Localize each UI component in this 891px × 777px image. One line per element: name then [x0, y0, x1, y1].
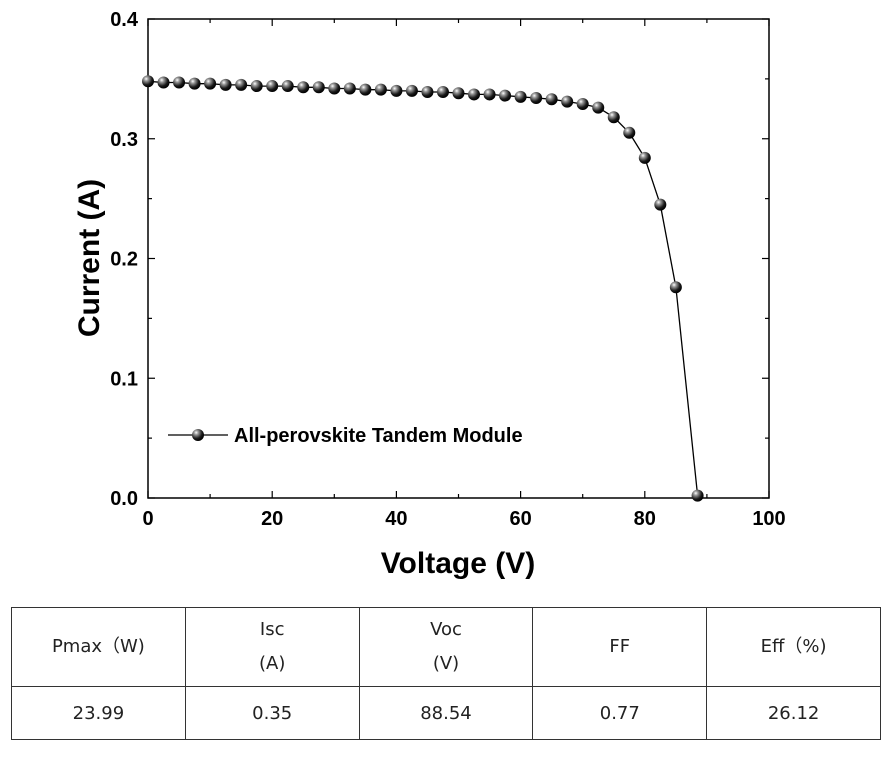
data-point	[421, 86, 434, 99]
legend: All-perovskite Tandem Module	[168, 425, 523, 447]
data-point	[312, 81, 325, 94]
data-point	[452, 87, 465, 100]
data-point	[530, 92, 543, 105]
x-tick-label: 80	[634, 508, 656, 530]
data-point	[142, 75, 154, 88]
data-point	[468, 88, 481, 101]
data-point	[592, 101, 605, 114]
data-point	[638, 151, 651, 164]
table-header-cell: Voc (V)	[358, 607, 534, 687]
series-markers	[142, 75, 704, 502]
data-point	[607, 111, 620, 124]
data-point	[250, 80, 263, 93]
table-header-cell: Isc (A)	[184, 607, 360, 687]
y-tick-label: 0.2	[110, 249, 138, 271]
y-tick-label: 0.3	[110, 129, 138, 151]
data-point	[576, 98, 589, 111]
x-axis-title: Voltage (V)	[381, 547, 535, 580]
data-point	[204, 77, 217, 90]
data-point	[188, 77, 201, 90]
data-point	[545, 93, 558, 106]
data-point	[691, 489, 704, 502]
data-point	[483, 88, 496, 101]
device-parameters-table: Pmax（W) Isc (A) Voc (V) FF Eff（%) 23.99 0.35 88.…	[11, 607, 881, 740]
data-point	[157, 76, 170, 89]
table-header-cell: Eff（%)	[706, 607, 881, 687]
data-point	[514, 90, 527, 103]
x-tick-label: 60	[509, 508, 531, 530]
table-value-row: 23.99 0.35 88.54 0.77 26.12	[11, 686, 881, 740]
x-tick-label: 100	[752, 508, 785, 530]
data-point	[297, 81, 310, 94]
data-point	[499, 89, 512, 102]
data-point	[281, 80, 294, 93]
table-value-cell: 88.54	[358, 686, 534, 740]
y-tick-label: 0.1	[110, 368, 138, 390]
header-text: FF	[609, 636, 631, 657]
table-header-row: Pmax（W) Isc (A) Voc (V) FF Eff（%)	[11, 607, 881, 687]
data-point	[669, 281, 682, 294]
data-point	[173, 76, 186, 89]
header-text: Voc	[430, 619, 462, 640]
table-value-cell: 26.12	[706, 686, 881, 740]
y-tick-label: 0.0	[110, 488, 138, 510]
data-point	[405, 84, 418, 97]
y-tick-label: 0.4	[110, 9, 139, 31]
data-point	[235, 78, 248, 91]
x-tick-label: 20	[261, 508, 283, 530]
data-point	[654, 198, 667, 211]
header-text: (A)	[259, 653, 286, 674]
x-tick-label: 40	[385, 508, 407, 530]
data-point	[219, 78, 232, 91]
data-point	[343, 82, 356, 95]
header-text: Eff（%)	[760, 636, 827, 657]
data-point	[390, 84, 403, 97]
data-point	[328, 82, 341, 95]
table-value-cell: 0.77	[532, 686, 708, 740]
x-tick-label: 0	[142, 508, 153, 530]
data-point	[266, 80, 279, 93]
table-value-cell: 23.99	[11, 686, 186, 740]
data-point	[436, 86, 449, 99]
data-point	[623, 126, 636, 139]
table-header-cell: Pmax（W)	[11, 607, 186, 687]
data-point	[561, 95, 574, 108]
header-text: Isc	[259, 619, 285, 640]
legend-marker	[192, 429, 204, 441]
header-text: Pmax（W)	[51, 636, 145, 657]
legend-label: All-perovskite Tandem Module	[234, 425, 523, 447]
header-text: (V)	[432, 653, 460, 674]
table-value-cell: 0.35	[184, 686, 360, 740]
iv-curve-chart: 0 20 40 60 80 100 0.0 0.1 0.2 0.3 0.4 All-perovski…	[73, 9, 786, 580]
data-point	[374, 83, 387, 96]
table-header-cell: FF	[532, 607, 708, 687]
y-axis-title: Current (A)	[73, 179, 106, 337]
tick-labels: 0 20 40 60 80 100 0.0 0.1 0.2 0.3 0.4	[110, 9, 786, 530]
data-point	[359, 83, 372, 96]
